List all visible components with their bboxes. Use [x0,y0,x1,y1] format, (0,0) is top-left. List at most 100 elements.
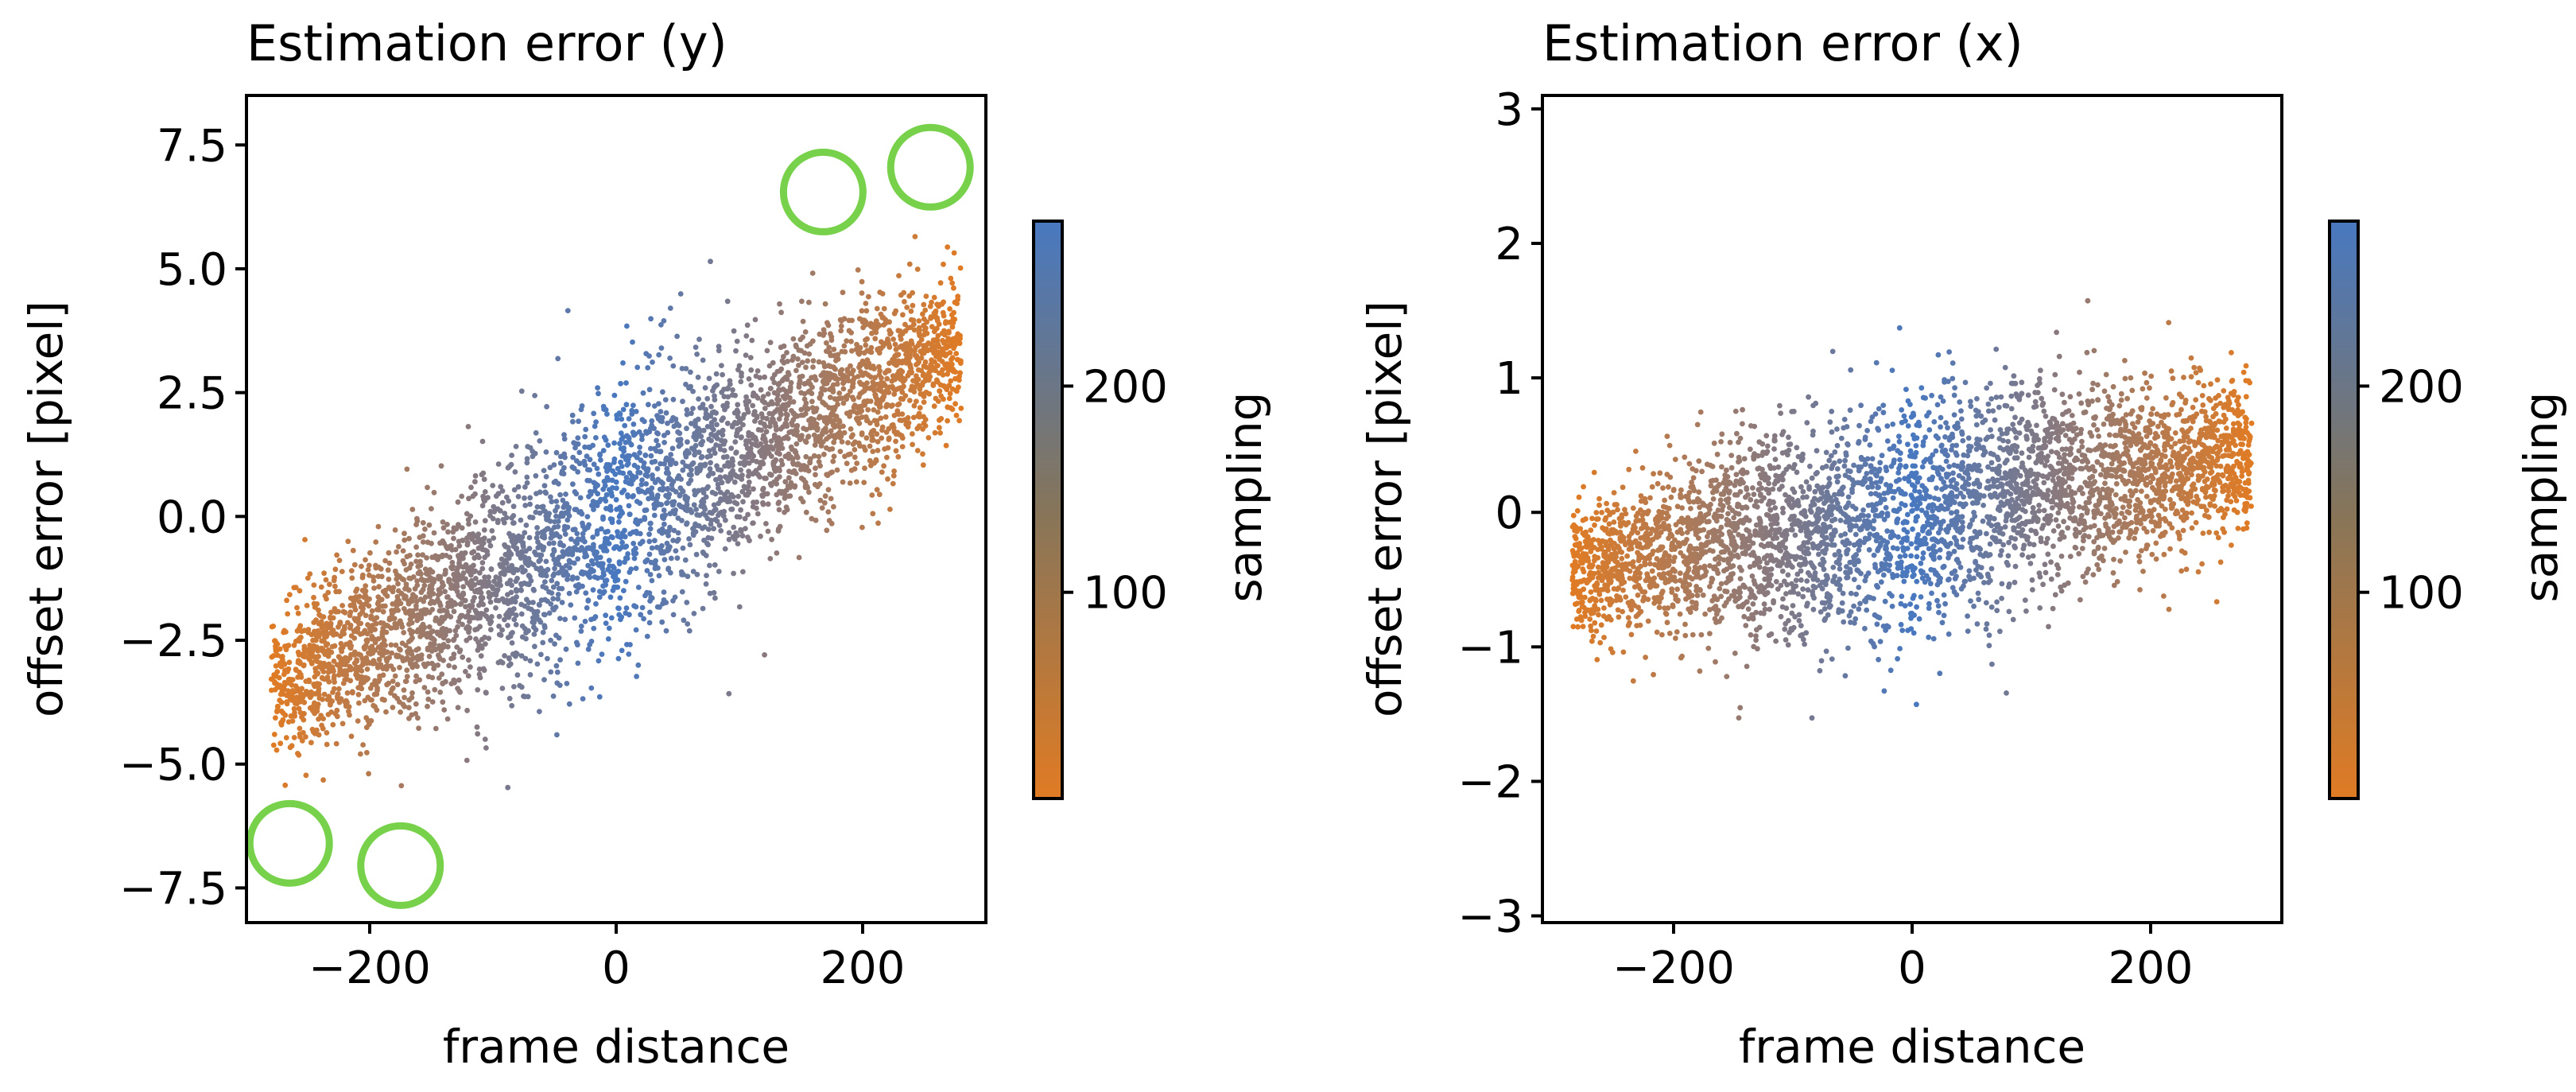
scatter-point [456,522,461,528]
scatter-point [629,411,635,417]
scatter-point [752,418,758,424]
scatter-point [541,624,548,631]
scatter-point [537,709,542,714]
scatter-point [875,321,881,328]
scatter-point [376,657,382,663]
scatter-point [1741,456,1748,462]
scatter-point [615,605,621,611]
scatter-point [505,592,510,597]
scatter-point [2199,393,2206,398]
scatter-point [946,328,952,334]
scatter-point [483,690,489,696]
scatter-point [661,515,667,522]
scatter-point [785,370,791,375]
scatter-point [274,647,281,653]
scatter-point [729,392,735,398]
scatter-point [784,423,790,429]
scatter-point [493,597,499,604]
scatter-point [466,657,471,663]
scatter-point [1984,530,1989,537]
scatter-point [696,449,702,456]
scatter-point [741,484,747,490]
scatter-point [619,464,625,469]
scatter-point [915,360,921,367]
scatter-point [2002,364,2008,371]
scatter-point [667,569,673,576]
scatter-point [573,589,580,595]
scatter-point [723,517,728,523]
scatter-point [1620,649,1627,655]
scatter-point [564,681,570,686]
scatter-point [924,330,930,336]
scatter-point [707,590,713,597]
scatter-point [708,258,713,265]
scatter-point [670,538,676,543]
scatter-point [946,344,952,349]
scatter-point [351,649,358,655]
scatter-point [778,309,784,316]
scatter-point [527,495,533,501]
x-tick-label: 0 [602,942,630,994]
scatter-point [809,405,816,410]
scatter-point [561,464,567,471]
scatter-point [777,368,783,374]
scatter-point [524,474,530,480]
scatter-point [1847,407,1853,414]
scatter-point [745,511,751,518]
scatter-point [569,412,576,418]
y-tick-label: 2.5 [157,368,227,420]
scatter-point [502,653,507,659]
scatter-point [588,566,595,573]
scatter-point [662,397,669,402]
scatter-point [735,541,741,546]
scatter-point [674,333,680,340]
scatter-point [738,528,744,534]
scatter-point [898,395,904,402]
scatter-point [527,501,533,507]
scatter-point [682,507,689,513]
scatter-point [850,384,856,390]
scatter-point [643,481,650,487]
scatter-point [603,612,609,619]
scatter-point [770,417,776,422]
scatter-point [399,655,405,661]
scatter-point [667,457,673,463]
scatter-point [619,416,625,422]
scatter-point [588,685,595,691]
scatter-point [2213,530,2220,536]
scatter-point [418,576,425,582]
scatter-point [299,714,305,720]
scatter-point [478,643,483,649]
scatter-point [649,595,655,601]
scatter-point [634,464,641,471]
scatter-point [363,725,370,730]
scatter-point [606,625,612,631]
scatter-point [663,628,669,634]
scatter-point [486,538,492,544]
scatter-point [752,317,758,323]
y-axis-label: offset error [pixel] [19,301,73,717]
scatter-point [863,342,869,348]
scatter-point [579,569,585,575]
scatter-point [935,349,941,356]
scatter-point [810,358,817,364]
scatter-point [534,504,541,510]
scatter-point [724,453,730,460]
scatter-point [661,589,667,595]
scatter-point [946,395,952,402]
scatter-point [939,348,945,355]
scatter-point [296,705,302,712]
scatter-point [611,456,618,462]
scatter-point [496,624,502,629]
scatter-point [601,478,607,484]
scatter-point [722,546,728,552]
scatter-point [301,729,306,736]
scatter-point [707,562,712,569]
scatter-point [643,507,650,513]
scatter-point [715,466,721,472]
scatter-point [382,558,388,564]
scatter-point [542,579,548,585]
scatter-point [527,672,533,678]
scatter-point [2098,462,2105,468]
scatter-point [824,527,830,534]
